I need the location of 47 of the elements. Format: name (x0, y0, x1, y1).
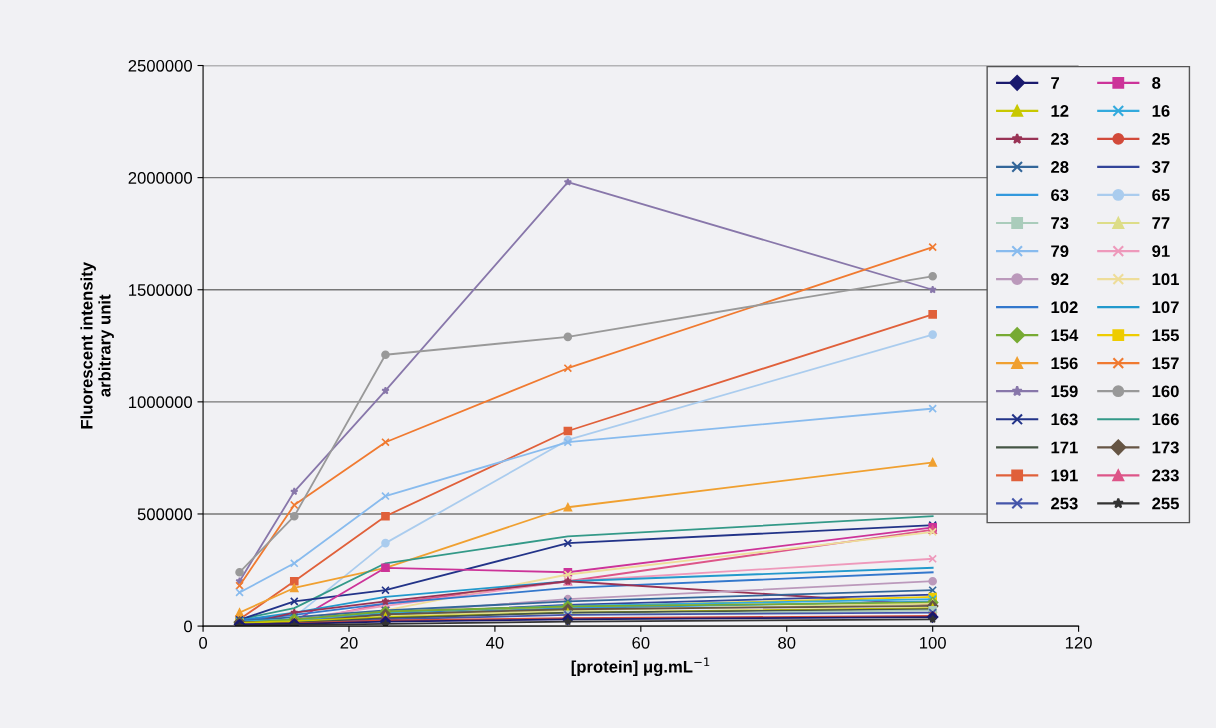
legend-label: 65 (1152, 189, 1170, 201)
y-tick-label: 1500000 (129, 284, 193, 296)
legend-label: 233 (1152, 469, 1179, 482)
x-tick-label: 20 (340, 636, 358, 649)
legend-label: 7 (1051, 77, 1060, 89)
legend-label: 163 (1051, 413, 1078, 426)
y-tick-label: 1000000 (129, 396, 193, 409)
x-tick-label: 80 (778, 636, 796, 649)
legend-label: 191 (1051, 469, 1078, 482)
legend-label: 255 (1152, 497, 1179, 510)
legend-label: 63 (1051, 189, 1069, 201)
legend-label: 92 (1051, 273, 1069, 286)
legend-label: 171 (1051, 441, 1078, 454)
legend-label: 107 (1152, 301, 1179, 314)
legend-label: 102 (1051, 301, 1078, 314)
legend-label: 154 (1051, 329, 1079, 342)
x-axis-title: [protein] μg.mL$^{−1}$ (571, 657, 710, 677)
legend-label: 23 (1051, 133, 1069, 145)
legend-label: 173 (1152, 441, 1179, 454)
x-tick-label: 40 (486, 636, 504, 649)
legend-label: 25 (1152, 133, 1170, 145)
legend-label: 101 (1152, 273, 1179, 286)
legend-label: 77 (1152, 217, 1170, 229)
y-tick-label: 2500000 (128, 59, 193, 72)
y-tick-label: 500000 (137, 508, 193, 521)
legend-label: 160 (1152, 385, 1179, 398)
legend-label: 253 (1051, 497, 1078, 510)
legend-label: 157 (1152, 357, 1179, 370)
legend-label: 8 (1152, 77, 1161, 89)
legend-label: 79 (1051, 245, 1069, 258)
x-tick-label: 100 (920, 636, 946, 649)
legend-label: 91 (1152, 245, 1170, 258)
legend-label: 166 (1152, 413, 1179, 426)
y-tick-label: 0 (184, 620, 192, 633)
x-tick-label: 0 (199, 636, 208, 649)
y-axis-title: Fluorescent intensity arbitrary unit (80, 262, 114, 429)
x-tick-label: 60 (632, 636, 650, 649)
legend-label: 156 (1051, 357, 1078, 370)
legend-label: 155 (1152, 329, 1179, 342)
legend-label: 159 (1051, 385, 1078, 398)
x-tick-label: 120 (1065, 636, 1092, 649)
legend-label: 37 (1152, 161, 1170, 173)
legend-label: 28 (1051, 161, 1069, 173)
y-tick-label: 2000000 (128, 172, 193, 184)
legend-label: 12 (1051, 105, 1069, 117)
legend-label: 73 (1051, 217, 1069, 230)
legend-label: 16 (1152, 105, 1170, 117)
